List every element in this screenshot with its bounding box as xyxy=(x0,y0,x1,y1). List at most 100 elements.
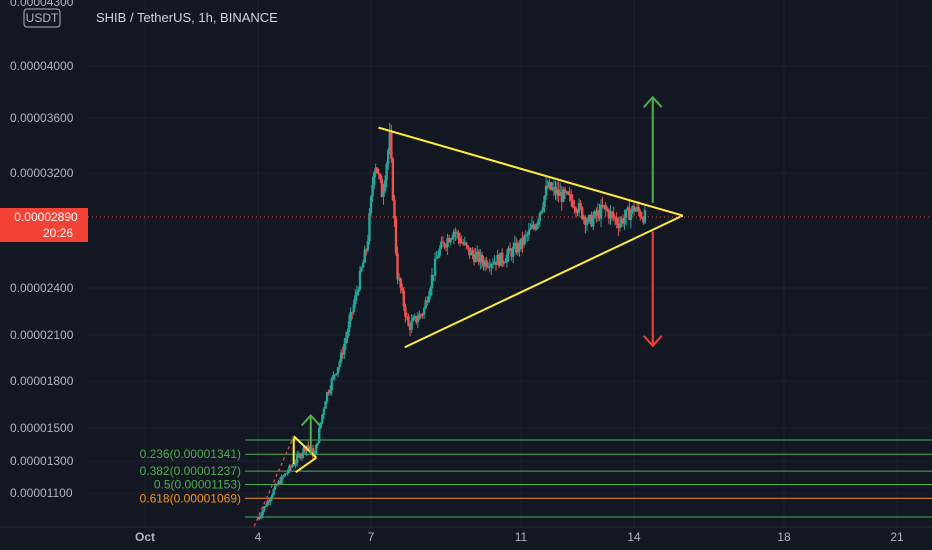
candle-body xyxy=(582,217,585,219)
price-tick-label: 0.00002400 xyxy=(10,281,74,295)
time-axis[interactable]: Oct 4 7 11 14 18 21 xyxy=(0,526,932,550)
candle-body xyxy=(560,191,564,202)
time-tick-label: 18 xyxy=(777,530,791,544)
candle-body xyxy=(451,237,454,240)
countdown-label: 20:26 xyxy=(43,226,73,240)
candle-body xyxy=(422,308,426,315)
candle-body xyxy=(606,209,609,211)
price-tick-label: 0.00002100 xyxy=(10,328,74,342)
candle-body xyxy=(490,264,493,268)
price-tick-label: 0.00004000 xyxy=(10,59,74,73)
candle-body xyxy=(511,247,515,257)
candle-body xyxy=(341,352,344,355)
candle-body xyxy=(573,206,576,208)
candle-body xyxy=(607,210,611,219)
candle-body xyxy=(449,239,452,243)
triangle-upper-trendline xyxy=(378,126,684,217)
candle-body xyxy=(620,218,623,224)
candle-body xyxy=(639,211,642,218)
candle-body xyxy=(272,489,275,496)
candle-body xyxy=(427,295,431,303)
candle-body xyxy=(358,270,362,290)
candle-body xyxy=(463,242,466,245)
candle-body xyxy=(601,204,604,208)
candle-body xyxy=(497,254,501,266)
candle-body xyxy=(336,367,340,374)
candle-body xyxy=(316,442,319,445)
candle-body xyxy=(486,266,490,268)
candle-body xyxy=(338,361,341,368)
candle-body xyxy=(563,189,567,193)
candle-body xyxy=(291,465,294,468)
candle-body xyxy=(372,172,376,185)
candle-body xyxy=(303,447,307,452)
candle-body xyxy=(640,217,644,219)
candle-body xyxy=(447,238,451,243)
candle-body xyxy=(436,255,440,259)
arrow-up xyxy=(643,95,663,203)
candle-body xyxy=(416,319,420,323)
price-tick-label: 0.00001100 xyxy=(10,486,73,500)
time-tick-label: 7 xyxy=(368,530,375,544)
candle-body xyxy=(350,312,354,314)
arrow-head xyxy=(643,335,663,348)
candle-body xyxy=(612,213,615,218)
candle-body xyxy=(441,241,445,243)
fib-level-label: 0.618(0.00001069) xyxy=(140,491,241,505)
candle-body xyxy=(332,375,335,379)
candle-body xyxy=(552,186,556,189)
candle-body xyxy=(314,444,318,455)
candle-body xyxy=(407,316,410,326)
candle-body xyxy=(325,392,329,402)
candle-body xyxy=(289,465,293,468)
candle-body xyxy=(527,229,531,235)
candle-body xyxy=(380,179,384,198)
candle-body xyxy=(346,332,349,339)
candle-body xyxy=(533,226,537,230)
fib-level-label: 0.382(0.00001237) xyxy=(140,464,241,478)
price-axis[interactable]: 0.00004300 USDT 0.00004000 0.00003600 0.00… xyxy=(0,0,88,528)
candle-body xyxy=(390,132,393,159)
candle-body xyxy=(474,253,477,263)
candle-body xyxy=(300,454,304,458)
candle-body xyxy=(571,200,574,207)
candle-body xyxy=(397,278,401,280)
candle-body xyxy=(438,248,441,256)
unit-badge[interactable] xyxy=(23,8,61,28)
candle-body xyxy=(532,224,535,227)
candle-body xyxy=(581,207,584,219)
candle-body xyxy=(549,182,553,190)
candle-body xyxy=(435,258,438,260)
price-tick-label: 0.00001800 xyxy=(10,374,74,388)
candle-body xyxy=(454,231,457,234)
candle-body xyxy=(405,316,409,318)
candle-body xyxy=(349,312,352,322)
candle-body xyxy=(307,445,310,447)
candle-body xyxy=(399,278,402,288)
candle-body xyxy=(466,245,470,248)
candle-body xyxy=(591,217,595,227)
candle-body xyxy=(537,220,540,225)
candle-body xyxy=(617,223,620,228)
candle-body xyxy=(559,191,562,196)
candle-body xyxy=(501,252,504,263)
candle-body xyxy=(363,249,366,263)
candle-body xyxy=(482,261,485,267)
candle-body xyxy=(263,506,266,511)
candle-body xyxy=(426,300,429,303)
arrow-down xyxy=(643,231,663,348)
candle-body xyxy=(413,315,416,318)
candle-body xyxy=(565,191,568,193)
candle-body xyxy=(410,320,413,330)
candle-body xyxy=(408,325,412,330)
candle-body xyxy=(471,250,474,255)
candle-body xyxy=(355,291,359,296)
time-tick-label: 14 xyxy=(627,530,641,544)
candle-body xyxy=(343,343,346,355)
candle-body xyxy=(538,213,542,221)
candle-body xyxy=(296,455,299,463)
candle-body xyxy=(602,205,606,208)
time-tick-label: Oct xyxy=(135,530,155,544)
candle-body xyxy=(294,462,297,465)
